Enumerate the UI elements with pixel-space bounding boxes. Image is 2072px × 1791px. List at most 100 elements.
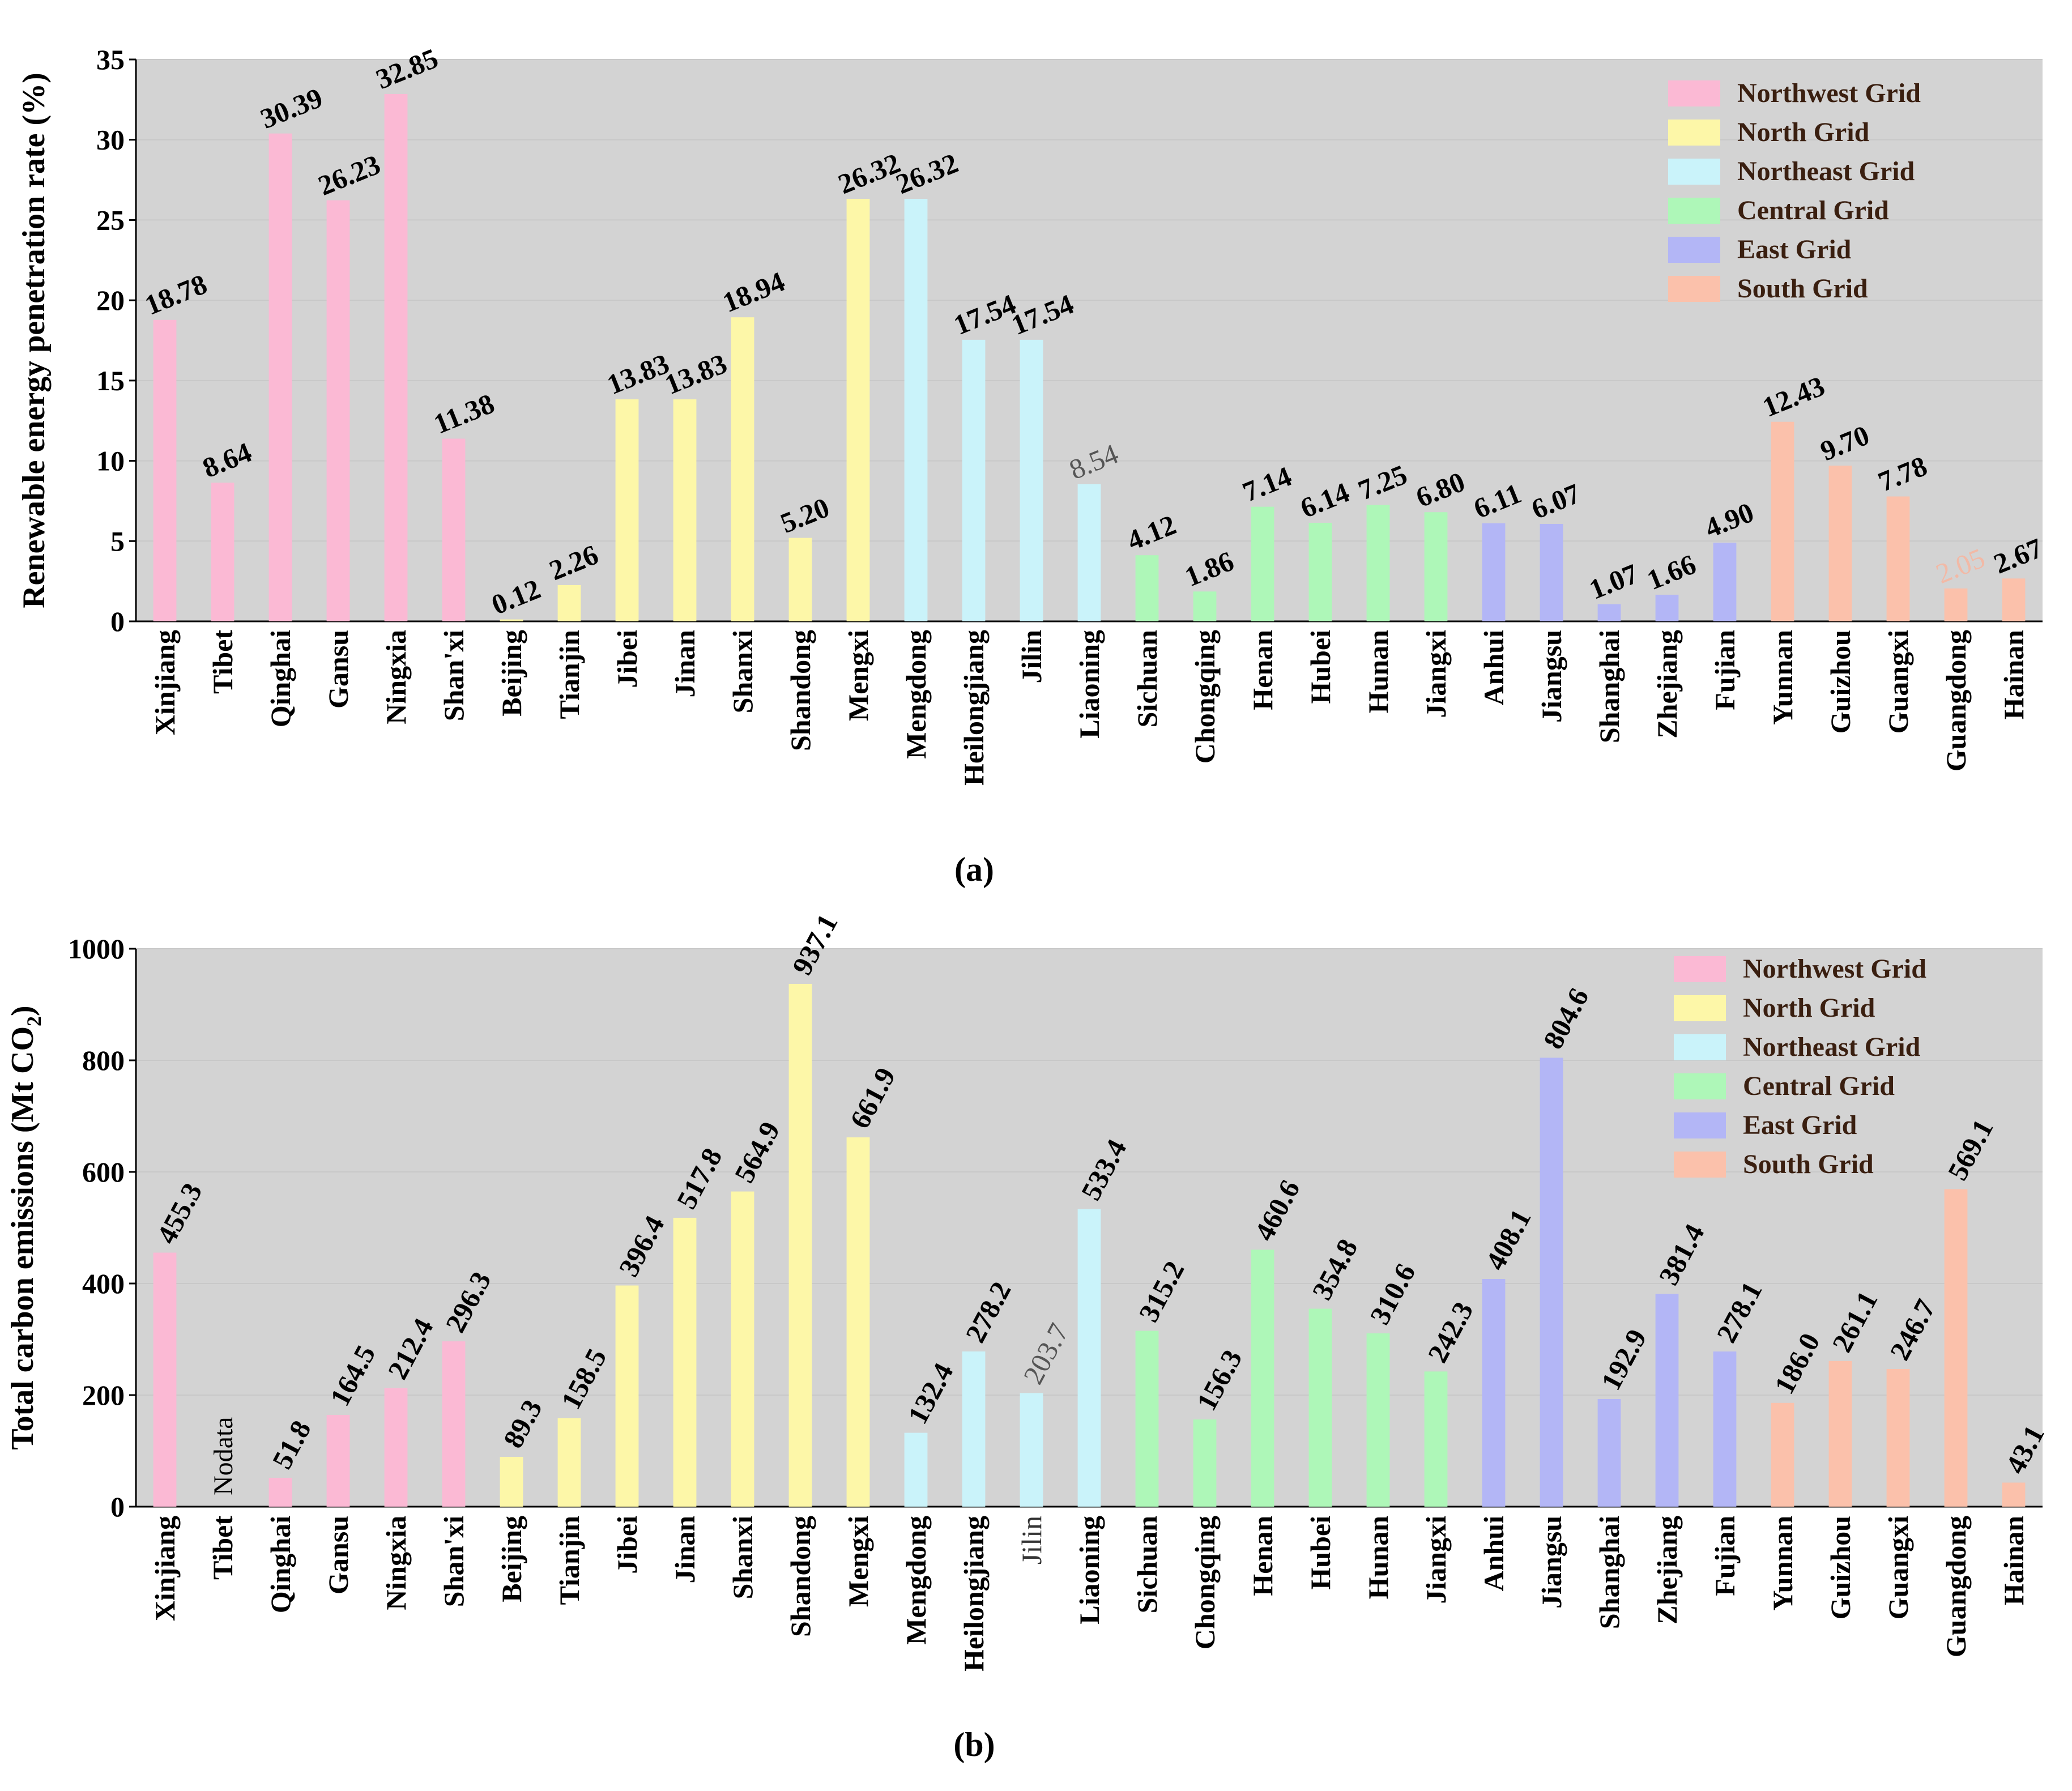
bar-fujian	[1713, 543, 1737, 621]
x-tick-label: Anhui	[1478, 630, 1510, 706]
x-tick-label: Mengdong	[900, 630, 932, 759]
legend-label: North Grid	[1743, 993, 1875, 1023]
legend-label: Northeast Grid	[1737, 156, 1915, 186]
legend-swatch	[1674, 1112, 1726, 1138]
bar-shanxi	[731, 1191, 754, 1507]
bar-liaoning	[1077, 1209, 1101, 1507]
legend-swatch	[1668, 198, 1720, 224]
y-tick-label: 0	[110, 1491, 125, 1523]
x-tick-label: Jiangsu	[1536, 630, 1567, 723]
x-tick-label: Heilongjiang	[958, 1516, 990, 1671]
y-axis-title: Renewable energy penetration rate (%)	[16, 73, 52, 608]
x-tick-label: Henan	[1247, 630, 1278, 710]
bar-xinjiang	[153, 319, 177, 621]
y-tick-label: 5	[110, 525, 125, 557]
legend-label: Central Grid	[1737, 195, 1889, 225]
legend-label: Northwest Grid	[1743, 954, 1926, 984]
x-tick-label: Guangxi	[1882, 630, 1914, 734]
bar-tianjin	[557, 1418, 581, 1507]
bar-yunnan	[1771, 1402, 1794, 1507]
bar-jinan	[673, 1217, 697, 1507]
legend-label: South Grid	[1737, 274, 1868, 304]
y-tick-label: 25	[96, 204, 125, 236]
bar-sichuan	[1135, 1331, 1159, 1507]
x-tick-label: Jilin	[1016, 630, 1047, 684]
legend-swatch	[1674, 1034, 1726, 1060]
x-tick-label: Qinghai	[265, 1516, 296, 1613]
x-tick-label: Chongqing	[1189, 630, 1221, 764]
bar-gansu	[326, 1414, 350, 1507]
x-tick-label: Jinan	[669, 630, 701, 698]
bar-henan	[1251, 506, 1274, 621]
x-tick-label: Sichuan	[1131, 1516, 1163, 1614]
y-axis-title-end: )	[5, 1005, 40, 1016]
y-axis-title: Total carbon emissions (Mt CO2)	[5, 1005, 45, 1449]
x-tick-label: Mengdong	[900, 1516, 932, 1645]
x-tick-label: Jibei	[611, 1516, 643, 1574]
bar-shandong	[788, 538, 812, 621]
x-tick-label: Hainan	[1998, 1516, 2030, 1606]
x-tick-label: Jiangsu	[1536, 1516, 1567, 1609]
x-tick-label: Shanxi	[727, 630, 758, 713]
y-tick-label: 200	[82, 1379, 125, 1411]
bar-jilin	[1020, 1393, 1043, 1507]
x-tick-label: Shan'xi	[438, 630, 470, 721]
bar-mengdong	[904, 1432, 928, 1507]
x-tick-label: Jilin	[1016, 1516, 1047, 1564]
y-tick-label: 35	[96, 44, 125, 75]
y-tick-label: 10	[96, 445, 125, 477]
x-tick-label: Shan'xi	[438, 1516, 470, 1607]
legend-swatch	[1668, 237, 1720, 263]
x-tick-label: Shanxi	[727, 1516, 758, 1599]
legend-swatch	[1674, 995, 1726, 1021]
x-tick-label: Fujian	[1709, 630, 1741, 710]
bar-hainan	[2002, 578, 2026, 621]
x-tick-label: Yunnan	[1767, 1516, 1798, 1611]
bar-shanghai	[1597, 1398, 1621, 1507]
x-tick-label: Hunan	[1362, 630, 1394, 714]
x-tick-label: Beijing	[496, 1516, 527, 1602]
legend-label: Northwest Grid	[1737, 78, 1921, 108]
bar-hubei	[1308, 522, 1332, 621]
legend-label: Central Grid	[1743, 1071, 1895, 1101]
x-tick-label: Tibet	[207, 630, 238, 694]
bar-anhui	[1482, 1279, 1506, 1507]
bar-jiangsu	[1540, 1057, 1563, 1507]
bar-anhui	[1482, 523, 1506, 621]
bar-jiangxi	[1424, 512, 1448, 621]
legend-swatch	[1674, 1073, 1726, 1099]
bar-heilongjiang	[962, 1351, 986, 1507]
legend-label: East Grid	[1743, 1110, 1857, 1140]
bar-jiangsu	[1540, 523, 1563, 621]
y-tick-label: 1000	[68, 933, 125, 965]
x-tick-label: Guizhou	[1824, 1516, 1856, 1619]
x-tick-label: Tianjin	[553, 1516, 585, 1605]
x-tick-label: Ningxia	[380, 630, 412, 724]
panel-label: (b)	[953, 1726, 995, 1763]
x-tick-label: Guangdong	[1940, 1516, 1972, 1657]
x-tick-label: Fujian	[1709, 1516, 1741, 1596]
bar-hunan	[1366, 505, 1390, 621]
bar-heilongjiang	[962, 339, 986, 621]
x-tick-label: Tianjin	[553, 630, 585, 719]
legend-swatch	[1674, 956, 1726, 982]
bar-guizhou	[1828, 466, 1852, 621]
legend-swatch	[1668, 120, 1720, 146]
bar-zhejiang	[1655, 1294, 1679, 1507]
legend-swatch	[1674, 1152, 1726, 1178]
x-tick-label: Zhejiang	[1651, 1516, 1683, 1624]
legend-label: North Grid	[1737, 117, 1870, 147]
bar-beijing	[500, 1457, 523, 1507]
x-tick-label: Ningxia	[380, 1516, 412, 1610]
bar-shanxi	[442, 1341, 466, 1507]
x-tick-label: Henan	[1247, 1516, 1278, 1596]
legend-swatch	[1668, 276, 1720, 302]
y-axis-title-main: Total carbon emissions (Mt CO	[5, 1026, 40, 1450]
x-tick-label: Jibei	[611, 630, 643, 688]
x-tick-label: Shandong	[785, 1516, 816, 1637]
bar-mengdong	[904, 199, 928, 621]
bar-mengxi	[846, 1137, 870, 1507]
x-tick-label: Guizhou	[1824, 630, 1856, 734]
x-tick-label: Jinan	[669, 1516, 701, 1584]
